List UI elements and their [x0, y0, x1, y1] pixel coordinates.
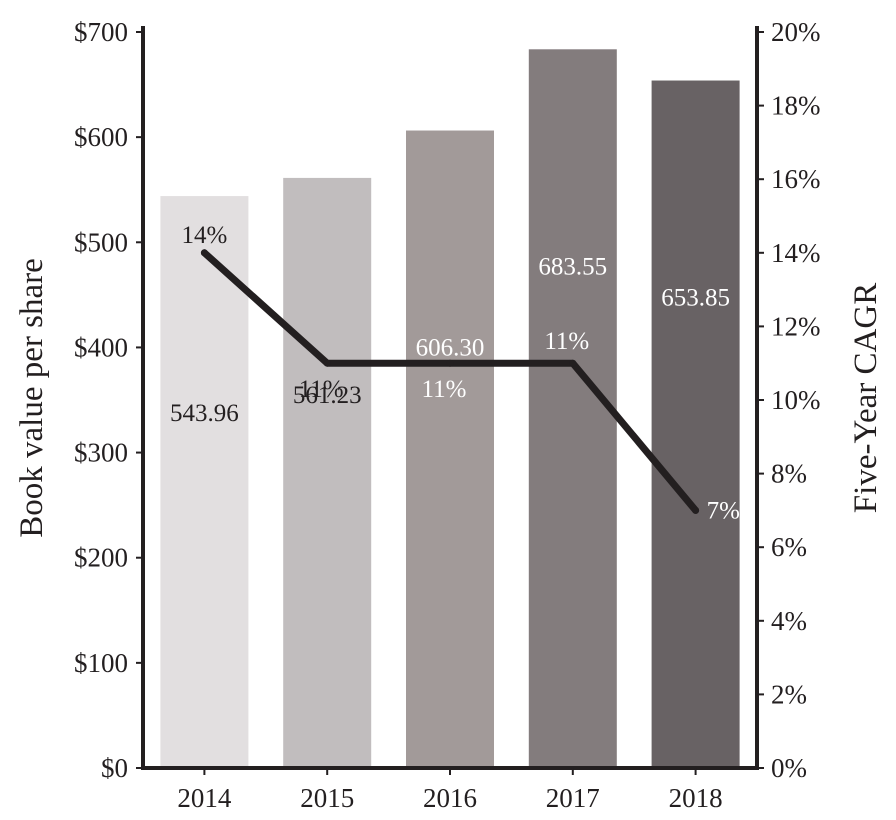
x-tick-label: 2016 [423, 783, 477, 813]
right-tick-label: 14% [771, 238, 821, 268]
cagr-value-label: 11% [299, 376, 344, 403]
cagr-point-2018 [692, 506, 700, 514]
cagr-line-group [200, 249, 700, 514]
right-tick-label: 18% [771, 91, 821, 121]
x-tick-label: 2015 [300, 783, 354, 813]
bar-group [160, 49, 740, 768]
cagr-value-label: 11% [422, 376, 467, 403]
left-axis-title: Book value per share [14, 258, 50, 538]
left-tick-label: $700 [74, 17, 128, 47]
bar-value-label: 606.30 [416, 335, 485, 362]
bar-2015 [283, 177, 372, 768]
bar-2016 [406, 130, 494, 768]
bar-2018 [651, 80, 740, 768]
cagr-value-label: 7% [707, 497, 740, 524]
x-tick-label: 2014 [177, 783, 232, 813]
bar-value-label: 561.23 [293, 382, 362, 409]
bar-value-label: 653.85 [661, 285, 730, 312]
right-axis-title: Five-Year CAGR [848, 283, 884, 513]
x-tick-label: 2017 [546, 783, 600, 813]
bar-value-label: 543.96 [170, 400, 239, 427]
bar-2014 [160, 196, 249, 768]
right-tick-label: 10% [771, 385, 821, 415]
left-tick-label: $200 [74, 543, 128, 573]
left-tick-label: $500 [74, 227, 128, 257]
left-tick-label: $600 [74, 122, 128, 152]
cagr-value-label: 14% [181, 222, 227, 249]
left-tick-label: $300 [74, 438, 128, 468]
right-tick-label: 8% [771, 459, 807, 489]
cagr-value-label: 11% [544, 328, 589, 355]
right-tick-label: 4% [771, 606, 807, 636]
left-tick-label: $100 [74, 648, 128, 678]
right-tick-label: 0% [771, 753, 807, 783]
right-tick-label: 2% [771, 679, 807, 709]
cagr-point-2017 [569, 359, 577, 367]
left-tick-label: $400 [74, 332, 128, 362]
axes-group: $0 $100 $200 $300 $400 $500 $600 $700 0% 2% 4% 6% 8%… [74, 17, 821, 813]
cagr-point-2014 [200, 249, 208, 257]
cagr-point-2015 [323, 359, 331, 367]
right-tick-label: 12% [771, 311, 821, 341]
right-tick-label: 16% [771, 164, 821, 194]
left-tick-label: $0 [101, 753, 128, 783]
right-tick-label: 6% [771, 532, 807, 562]
value-labels-group: 543.96 561.23 606.30 683.55 653.85 14% 11% 11% 1… [170, 222, 740, 525]
x-tick-label: 2018 [669, 783, 723, 813]
bar-value-label: 683.55 [538, 253, 607, 280]
cagr-point-2016 [446, 359, 454, 367]
right-tick-label: 20% [771, 17, 821, 47]
bar-2017 [528, 49, 617, 768]
